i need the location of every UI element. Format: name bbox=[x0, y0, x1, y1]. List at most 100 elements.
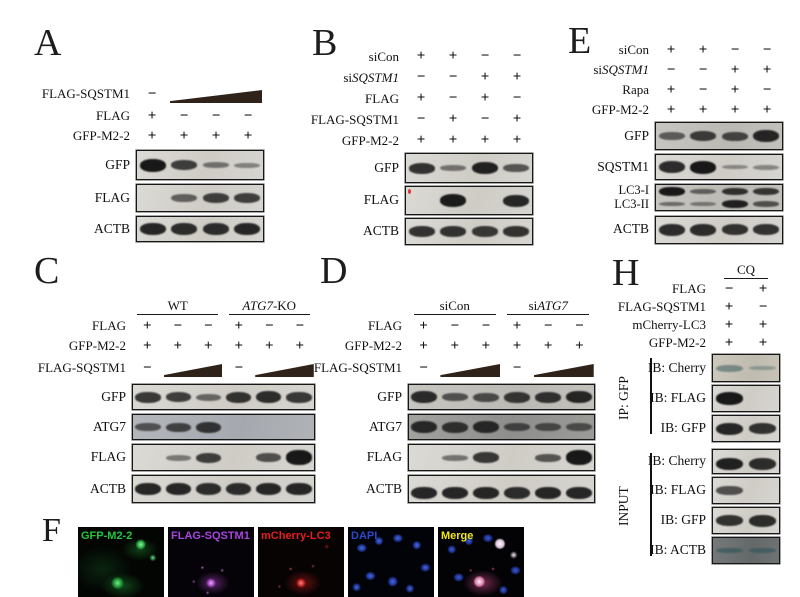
blot-box bbox=[712, 537, 780, 564]
blot-group: IP: GFP IB: Cherry IB: FLAG IB: GFP bbox=[602, 354, 780, 442]
condition-row: siCon + + − − bbox=[558, 40, 783, 60]
condition-symbol: − bbox=[416, 111, 426, 127]
blot-group-bracket bbox=[650, 358, 652, 434]
blot-row: SQSTM1 bbox=[558, 154, 783, 180]
condition-symbol: + bbox=[211, 127, 221, 144]
blot-label: IB: GFP bbox=[660, 420, 706, 436]
blot-label: IB: FLAG bbox=[650, 390, 706, 406]
protein-band bbox=[408, 162, 435, 174]
protein-band bbox=[565, 450, 592, 465]
blot-box bbox=[405, 153, 533, 183]
condition-symbol: + bbox=[419, 337, 428, 354]
figure-canvas: A FLAG-SQSTM1− FLAG + − − − GFP-M2-2 + + + + GFP FLAG… bbox=[32, 22, 783, 597]
condition-symbol: + bbox=[416, 90, 426, 106]
blot-label: SQSTM1 bbox=[597, 158, 649, 174]
blot-row: ACTB bbox=[300, 218, 533, 245]
protein-band bbox=[658, 161, 685, 173]
blot-label: ATG7 bbox=[93, 418, 126, 434]
blot-box bbox=[405, 218, 533, 245]
protein-band bbox=[473, 421, 500, 433]
lane-group-header: siATG7 bbox=[507, 298, 590, 315]
condition-symbol: − bbox=[173, 317, 183, 334]
panel-letter: B bbox=[312, 22, 338, 64]
condition-row: FLAG-SQSTM1 − + − + bbox=[300, 109, 533, 130]
condition-symbol: − bbox=[512, 359, 522, 376]
blot-group: GFP FLAG ACTB bbox=[32, 150, 264, 242]
protein-band bbox=[748, 548, 777, 553]
protein-band bbox=[503, 226, 530, 237]
lane-group-header: CQ bbox=[723, 262, 769, 279]
protein-band bbox=[503, 164, 530, 172]
condition-symbol: − bbox=[179, 107, 189, 124]
condition-symbol: + bbox=[512, 337, 522, 354]
protein-band bbox=[440, 165, 467, 171]
blot-row: IB: GFP bbox=[602, 507, 780, 534]
protein-band bbox=[165, 422, 191, 432]
condition-row: GFP-M2-2 + + bbox=[602, 334, 780, 352]
protein-band bbox=[753, 200, 780, 207]
protein-band bbox=[286, 483, 312, 495]
blot-box bbox=[712, 415, 780, 442]
condition-symbol: − bbox=[762, 81, 772, 98]
condition-symbol: + bbox=[147, 107, 157, 124]
blot-label: FLAG bbox=[90, 449, 126, 465]
protein-band bbox=[690, 201, 717, 206]
protein-band bbox=[715, 515, 744, 526]
condition-symbol: − bbox=[416, 69, 426, 85]
protein-band bbox=[195, 452, 222, 463]
blot-label: IB: ACTB bbox=[650, 542, 706, 558]
condition-row: FLAG-SQSTM1 − − bbox=[312, 356, 595, 380]
blot-label: ATG7 bbox=[369, 418, 402, 434]
condition-row: FLAG + − − − bbox=[32, 106, 264, 126]
condition-symbol: + bbox=[142, 337, 152, 354]
condition-label: FLAG bbox=[365, 90, 399, 106]
protein-band bbox=[753, 164, 780, 170]
blot-row: IB: FLAG bbox=[602, 477, 780, 504]
blot-row: ACTB bbox=[558, 215, 783, 244]
protein-band bbox=[165, 483, 191, 495]
condition-label: siCon bbox=[368, 48, 399, 64]
condition-symbol: − bbox=[450, 317, 460, 334]
protein-band bbox=[534, 423, 561, 431]
condition-symbol: + bbox=[758, 316, 768, 333]
blot-box bbox=[712, 385, 780, 412]
protein-band bbox=[195, 483, 222, 495]
condition-label: FLAG bbox=[92, 318, 126, 333]
panel-table: WT ATG7-KO FLAG + − − + − − GFP-M2-2 + + + + + + FLAG-SQ… bbox=[32, 294, 315, 507]
blot-label: LC3-I bbox=[618, 183, 649, 197]
blot-row: FLAG bbox=[300, 186, 533, 215]
condition-symbol: + bbox=[724, 298, 734, 315]
blot-row: GFP bbox=[32, 150, 264, 180]
blot-row: IB: GFP bbox=[602, 415, 780, 442]
blot-group-label: IP: GFP bbox=[616, 376, 631, 420]
dose-wedge-icon bbox=[163, 364, 223, 377]
blot-box bbox=[408, 444, 595, 471]
blot-box bbox=[408, 414, 595, 440]
panel-letter: H bbox=[612, 252, 640, 294]
protein-band bbox=[748, 423, 777, 434]
panel-letter: D bbox=[320, 250, 348, 292]
protein-band bbox=[442, 487, 469, 499]
micrograph: GFP-M2-2 bbox=[78, 527, 164, 597]
condition-symbol: − bbox=[698, 61, 708, 78]
condition-symbol: − bbox=[480, 48, 490, 64]
blot-box bbox=[136, 150, 264, 180]
protein-band bbox=[286, 450, 312, 465]
protein-band bbox=[165, 454, 191, 461]
condition-row: GFP-M2-2 + + + + + + bbox=[32, 336, 315, 356]
condition-row: FLAG − + bbox=[602, 280, 780, 298]
lane-group-header: siCon bbox=[413, 298, 496, 315]
blot-row: FLAG bbox=[32, 444, 315, 471]
protein-band bbox=[256, 391, 282, 403]
protein-band bbox=[721, 187, 748, 195]
protein-band bbox=[473, 487, 500, 499]
lane-group-row: CQ bbox=[602, 260, 780, 280]
condition-label: siCon bbox=[618, 42, 649, 57]
protein-band bbox=[721, 131, 748, 141]
blot-row: LC3-I LC3-II bbox=[558, 183, 783, 212]
protein-band bbox=[471, 162, 498, 174]
condition-row: FLAG + − − + − − bbox=[32, 316, 315, 336]
condition-label: GFP-M2-2 bbox=[72, 128, 130, 143]
lane-group-header: ATG7-KO bbox=[228, 298, 310, 315]
protein-band bbox=[721, 224, 748, 235]
